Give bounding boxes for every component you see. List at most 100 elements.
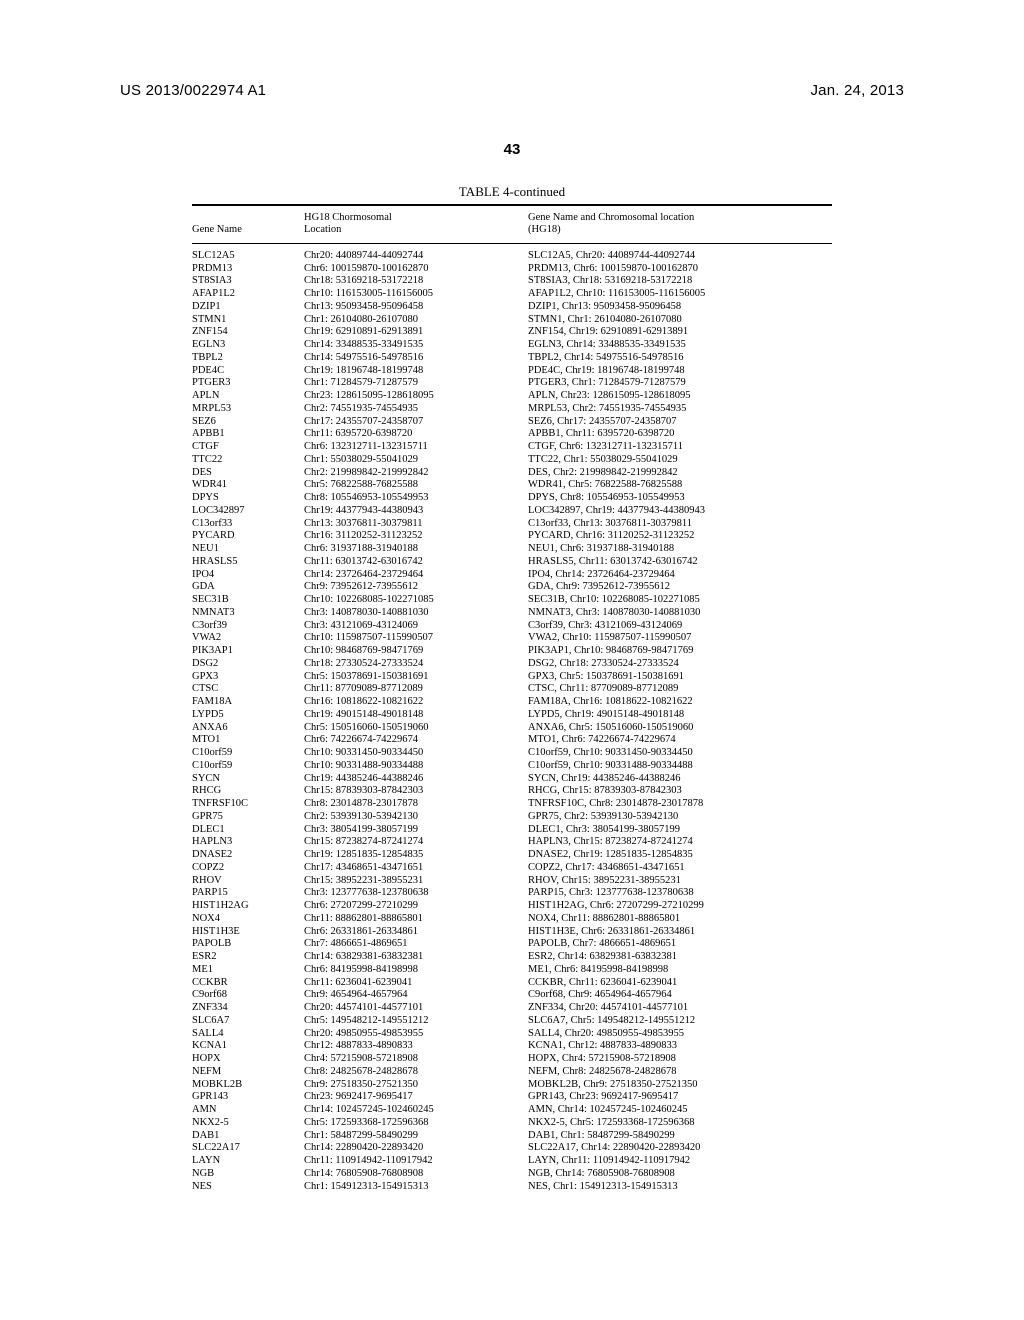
cell-hg18-location: Chr17: 43468651-43471651 xyxy=(304,862,528,875)
cell-gene-and-location: TTC22, Chr1: 55038029-55041029 xyxy=(528,454,832,467)
table-row: GPR143Chr23: 9692417-9695417GPR143, Chr2… xyxy=(192,1091,832,1104)
cell-gene-and-location: ME1, Chr6: 84195998-84198998 xyxy=(528,964,832,977)
cell-gene-name: ME1 xyxy=(192,964,304,977)
table-row: APBB1Chr11: 6395720-6398720APBB1, Chr11:… xyxy=(192,428,832,441)
cell-gene-and-location: CTGF, Chr6: 132312711-132315711 xyxy=(528,441,832,454)
table-row: NEFMChr8: 24825678-24828678NEFM, Chr8: 2… xyxy=(192,1066,832,1079)
cell-gene-name: C10orf59 xyxy=(192,760,304,773)
table-row: DAB1Chr1: 58487299-58490299DAB1, Chr1: 5… xyxy=(192,1130,832,1143)
cell-hg18-location: Chr8: 105546953-105549953 xyxy=(304,492,528,505)
table-header-row: Gene Name HG18 ChormosomalLocation Gene … xyxy=(192,206,832,243)
cell-hg18-location: Chr6: 31937188-31940188 xyxy=(304,543,528,556)
cell-gene-and-location: PAPOLB, Chr7: 4866651-4869651 xyxy=(528,938,832,951)
table-row: ANXA6Chr5: 150516060-150519060ANXA6, Chr… xyxy=(192,722,832,735)
cell-gene-name: VWA2 xyxy=(192,632,304,645)
cell-gene-name: HIST1H3E xyxy=(192,926,304,939)
cell-gene-name: ZNF334 xyxy=(192,1002,304,1015)
cell-gene-and-location: NEFM, Chr8: 24825678-24828678 xyxy=(528,1066,832,1079)
cell-gene-and-location: GPX3, Chr5: 150378691-150381691 xyxy=(528,671,832,684)
table-row: LOC342897Chr19: 44377943-44380943LOC3428… xyxy=(192,505,832,518)
cell-gene-name: DLEC1 xyxy=(192,824,304,837)
cell-gene-and-location: PARP15, Chr3: 123777638-123780638 xyxy=(528,887,832,900)
cell-gene-and-location: ST8SIA3, Chr18: 53169218-53172218 xyxy=(528,275,832,288)
cell-hg18-location: Chr9: 73952612-73955612 xyxy=(304,581,528,594)
table-row: AFAP1L2Chr10: 116153005-116156005AFAP1L2… xyxy=(192,288,832,301)
cell-hg18-location: Chr4: 57215908-57218908 xyxy=(304,1053,528,1066)
table-row: PTGER3Chr1: 71284579-71287579PTGER3, Chr… xyxy=(192,377,832,390)
cell-hg18-location: Chr11: 63013742-63016742 xyxy=(304,556,528,569)
table-row: COPZ2Chr17: 43468651-43471651COPZ2, Chr1… xyxy=(192,862,832,875)
table-row: GDAChr9: 73952612-73955612GDA, Chr9: 739… xyxy=(192,581,832,594)
cell-gene-name: NOX4 xyxy=(192,913,304,926)
cell-gene-name: HRASLS5 xyxy=(192,556,304,569)
cell-gene-and-location: LYPD5, Chr19: 49015148-49018148 xyxy=(528,709,832,722)
table-row: DZIP1Chr13: 95093458-95096458DZIP1, Chr1… xyxy=(192,301,832,314)
table-row: MOBKL2BChr9: 27518350-27521350MOBKL2B, C… xyxy=(192,1079,832,1092)
cell-gene-name: PYCARD xyxy=(192,530,304,543)
cell-gene-and-location: DSG2, Chr18: 27330524-27333524 xyxy=(528,658,832,671)
cell-gene-and-location: PIK3AP1, Chr10: 98468769-98471769 xyxy=(528,645,832,658)
cell-gene-and-location: SEC31B, Chr10: 102268085-102271085 xyxy=(528,594,832,607)
cell-hg18-location: Chr9: 4654964-4657964 xyxy=(304,989,528,1002)
cell-gene-name: C10orf59 xyxy=(192,747,304,760)
cell-gene-name: HAPLN3 xyxy=(192,836,304,849)
cell-hg18-location: Chr8: 23014878-23017878 xyxy=(304,798,528,811)
table-row: ME1Chr6: 84195998-84198998ME1, Chr6: 841… xyxy=(192,964,832,977)
cell-gene-and-location: DAB1, Chr1: 58487299-58490299 xyxy=(528,1130,832,1143)
cell-gene-name: WDR41 xyxy=(192,479,304,492)
cell-gene-name: GDA xyxy=(192,581,304,594)
cell-hg18-location: Chr10: 102268085-102271085 xyxy=(304,594,528,607)
cell-hg18-location: Chr6: 74226674-74229674 xyxy=(304,734,528,747)
cell-gene-name: CTGF xyxy=(192,441,304,454)
cell-gene-name: DNASE2 xyxy=(192,849,304,862)
table-row: CTSCChr11: 87709089-87712089CTSC, Chr11:… xyxy=(192,683,832,696)
cell-hg18-location: Chr9: 27518350-27521350 xyxy=(304,1079,528,1092)
cell-gene-and-location: PTGER3, Chr1: 71284579-71287579 xyxy=(528,377,832,390)
cell-gene-name: CCKBR xyxy=(192,977,304,990)
cell-hg18-location: Chr11: 88862801-88865801 xyxy=(304,913,528,926)
cell-gene-name: SYCN xyxy=(192,773,304,786)
table-row: PARP15Chr3: 123777638-123780638PARP15, C… xyxy=(192,887,832,900)
cell-hg18-location: Chr19: 62910891-62913891 xyxy=(304,326,528,339)
cell-gene-and-location: MTO1, Chr6: 74226674-74229674 xyxy=(528,734,832,747)
cell-gene-and-location: SALL4, Chr20: 49850955-49853955 xyxy=(528,1028,832,1041)
cell-gene-and-location: ANXA6, Chr5: 150516060-150519060 xyxy=(528,722,832,735)
cell-gene-and-location: SLC12A5, Chr20: 44089744-44092744 xyxy=(528,250,832,263)
table-row: MRPL53Chr2: 74551935-74554935MRPL53, Chr… xyxy=(192,403,832,416)
cell-hg18-location: Chr5: 150516060-150519060 xyxy=(304,722,528,735)
table-title: TABLE 4-continued xyxy=(192,184,832,200)
cell-gene-and-location: EGLN3, Chr14: 33488535-33491535 xyxy=(528,339,832,352)
table-row: GPX3Chr5: 150378691-150381691GPX3, Chr5:… xyxy=(192,671,832,684)
cell-gene-and-location: AFAP1L2, Chr10: 116153005-116156005 xyxy=(528,288,832,301)
cell-hg18-location: Chr20: 44089744-44092744 xyxy=(304,250,528,263)
cell-gene-name: NEU1 xyxy=(192,543,304,556)
cell-gene-and-location: APBB1, Chr11: 6395720-6398720 xyxy=(528,428,832,441)
table-row: NESChr1: 154912313-154915313NES, Chr1: 1… xyxy=(192,1181,832,1194)
cell-hg18-location: Chr6: 100159870-100162870 xyxy=(304,263,528,276)
cell-gene-name: DPYS xyxy=(192,492,304,505)
cell-gene-name: TNFRSF10C xyxy=(192,798,304,811)
cell-gene-name: PDE4C xyxy=(192,365,304,378)
cell-gene-name: GPX3 xyxy=(192,671,304,684)
publication-date: Jan. 24, 2013 xyxy=(810,82,904,99)
cell-hg18-location: Chr10: 90331450-90334450 xyxy=(304,747,528,760)
table-row: LAYNChr11: 110914942-110917942LAYN, Chr1… xyxy=(192,1155,832,1168)
cell-gene-name: RHCG xyxy=(192,785,304,798)
col-gene-and-location: Gene Name and Chromosomal location(HG18) xyxy=(528,206,832,243)
table-row: SLC22A17Chr14: 22890420-22893420SLC22A17… xyxy=(192,1142,832,1155)
cell-gene-name: DES xyxy=(192,467,304,480)
cell-gene-and-location: GPR75, Chr2: 53939130-53942130 xyxy=(528,811,832,824)
cell-gene-and-location: NEU1, Chr6: 31937188-31940188 xyxy=(528,543,832,556)
table-row: NOX4Chr11: 88862801-88865801NOX4, Chr11:… xyxy=(192,913,832,926)
cell-gene-and-location: TBPL2, Chr14: 54975516-54978516 xyxy=(528,352,832,365)
cell-hg18-location: Chr2: 74551935-74554935 xyxy=(304,403,528,416)
page-number: 43 xyxy=(120,141,904,158)
cell-hg18-location: Chr5: 172593368-172596368 xyxy=(304,1117,528,1130)
cell-gene-and-location: WDR41, Chr5: 76822588-76825588 xyxy=(528,479,832,492)
table-row: SEC31BChr10: 102268085-102271085SEC31B, … xyxy=(192,594,832,607)
cell-gene-and-location: NKX2-5, Chr5: 172593368-172596368 xyxy=(528,1117,832,1130)
cell-gene-name: NMNAT3 xyxy=(192,607,304,620)
cell-gene-name: ST8SIA3 xyxy=(192,275,304,288)
table-row: HIST1H3EChr6: 26331861-26334861HIST1H3E,… xyxy=(192,926,832,939)
cell-gene-and-location: PRDM13, Chr6: 100159870-100162870 xyxy=(528,263,832,276)
